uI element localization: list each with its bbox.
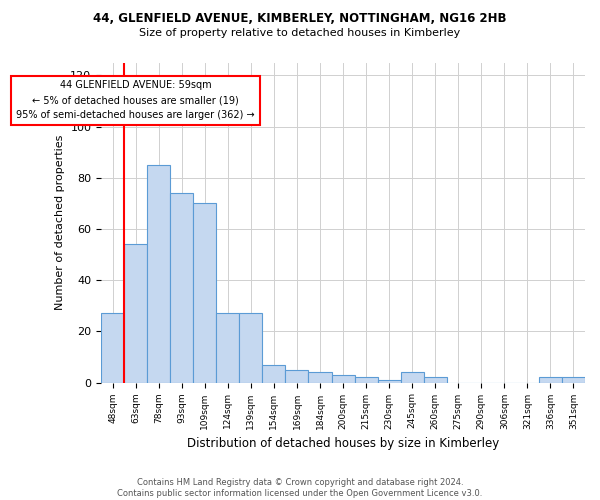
Text: Contains HM Land Registry data © Crown copyright and database right 2024.
Contai: Contains HM Land Registry data © Crown c…	[118, 478, 482, 498]
Bar	[286, 370, 308, 382]
Text: 44, GLENFIELD AVENUE, KIMBERLEY, NOTTINGHAM, NG16 2HB: 44, GLENFIELD AVENUE, KIMBERLEY, NOTTING…	[93, 12, 507, 26]
Bar	[193, 204, 217, 382]
Bar	[147, 165, 170, 382]
Bar	[355, 378, 377, 382]
X-axis label: Distribution of detached houses by size in Kimberley: Distribution of detached houses by size …	[187, 437, 499, 450]
Bar	[262, 364, 286, 382]
Bar	[332, 375, 355, 382]
Bar	[401, 372, 424, 382]
Y-axis label: Number of detached properties: Number of detached properties	[55, 135, 65, 310]
Bar	[377, 380, 401, 382]
Text: 44 GLENFIELD AVENUE: 59sqm
← 5% of detached houses are smaller (19)
95% of semi-: 44 GLENFIELD AVENUE: 59sqm ← 5% of detac…	[16, 80, 255, 120]
Bar	[239, 314, 262, 382]
Text: Size of property relative to detached houses in Kimberley: Size of property relative to detached ho…	[139, 28, 461, 38]
Bar	[101, 314, 124, 382]
Bar	[562, 378, 585, 382]
Bar	[539, 378, 562, 382]
Bar	[424, 378, 447, 382]
Bar	[124, 244, 147, 382]
Bar	[217, 314, 239, 382]
Bar	[308, 372, 332, 382]
Bar	[170, 193, 193, 382]
